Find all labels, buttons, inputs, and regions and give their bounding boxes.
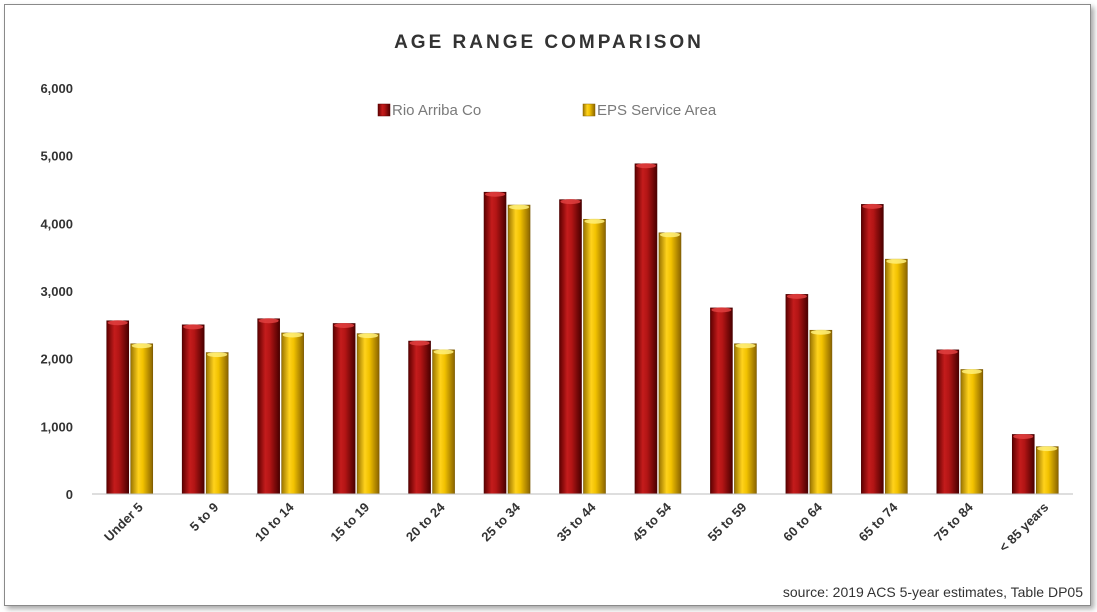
bar-rio-arriba <box>257 318 280 495</box>
bar-eps-service-area <box>281 332 304 495</box>
legend-swatch-eps-service-area <box>582 103 596 117</box>
bar-eps-service-area <box>205 352 229 495</box>
bar-eps-service-area <box>356 333 380 495</box>
bar-eps-service-area <box>734 343 757 495</box>
bar-rio-arriba <box>181 324 205 495</box>
bar-cap-rio-arriba <box>937 349 958 355</box>
bar-cap-rio-arriba <box>711 307 732 313</box>
bar-cap-rio-arriba <box>409 340 430 346</box>
bar-eps-service-area <box>1035 446 1059 495</box>
x-tick-label: 15 to 19 <box>327 500 372 545</box>
bar-cap-eps-service-area <box>659 232 680 238</box>
bar-eps-service-area <box>432 349 455 495</box>
x-tick-label: < 85 years <box>996 500 1051 555</box>
y-tick-label: 2,000 <box>40 352 73 367</box>
x-tick-label: 45 to 54 <box>629 499 674 544</box>
bar-cap-rio-arriba <box>334 322 355 328</box>
legend-label-rio-arriba: Rio Arriba Co <box>392 102 481 119</box>
bar-rio-arriba <box>559 199 582 495</box>
bar-cap-eps-service-area <box>207 352 228 358</box>
bar-eps-service-area <box>507 204 531 495</box>
legend-swatch-rio-arriba <box>377 103 391 117</box>
bar-rio-arriba <box>785 294 809 495</box>
bar-cap-rio-arriba <box>635 163 656 169</box>
bar-cap-eps-service-area <box>961 368 982 374</box>
bar-cap-eps-service-area <box>886 258 907 264</box>
bar-cap-rio-arriba <box>862 203 883 209</box>
bar-rio-arriba <box>1011 434 1035 495</box>
x-tick-label: 75 to 84 <box>931 499 976 544</box>
bar-cap-eps-service-area <box>282 332 303 338</box>
bar-eps-service-area <box>960 369 984 495</box>
chart-title: AGE RANGE COMPARISON <box>394 32 704 53</box>
bar-rio-arriba <box>634 163 658 495</box>
bar-rio-arriba <box>861 204 884 495</box>
bar-cap-eps-service-area <box>1037 446 1058 452</box>
bar-eps-service-area <box>885 258 908 495</box>
y-tick-label: 3,000 <box>40 284 73 299</box>
x-tick-label: 65 to 74 <box>856 499 901 544</box>
y-tick-label: 4,000 <box>40 216 73 231</box>
legend: Rio Arriba Co EPS Service Area <box>377 102 717 119</box>
legend-label-eps-service-area: EPS Service Area <box>597 102 717 119</box>
bar-cap-eps-service-area <box>810 329 831 335</box>
y-tick-label: 6,000 <box>40 81 73 96</box>
y-tick-label: 5,000 <box>40 149 73 164</box>
x-tick-label: 35 to 44 <box>554 499 599 544</box>
y-axis: 0 1,000 2,000 3,000 4,000 5,000 6,000 <box>40 81 73 502</box>
x-tick-label: 20 to 24 <box>403 499 448 544</box>
x-axis: Under 5 5 to 9 10 to 14 15 to 19 20 to 24 25 … <box>101 499 1051 555</box>
bar-cap-rio-arriba <box>485 191 506 197</box>
bar-cap-eps-service-area <box>358 333 379 339</box>
x-tick-label: 5 to 9 <box>187 500 222 535</box>
x-tick-label: Under 5 <box>101 500 146 545</box>
bar-rio-arriba <box>332 323 356 495</box>
bar-eps-service-area <box>583 218 606 495</box>
bar-cap-rio-arriba <box>1013 433 1034 439</box>
bars <box>106 163 1059 495</box>
bar-cap-rio-arriba <box>183 324 204 330</box>
bar-rio-arriba <box>936 349 960 495</box>
bar-rio-arriba <box>483 191 507 495</box>
bar-cap-rio-arriba <box>560 199 581 205</box>
bar-rio-arriba <box>106 320 130 495</box>
bar-cap-eps-service-area <box>433 349 454 355</box>
bar-rio-arriba <box>710 307 733 495</box>
bar-cap-eps-service-area <box>509 204 530 210</box>
x-tick-label: 10 to 14 <box>252 499 297 544</box>
bar-eps-service-area <box>809 329 833 495</box>
bar-rio-arriba <box>408 340 431 495</box>
bar-cap-eps-service-area <box>131 343 152 349</box>
bar-cap-rio-arriba <box>258 318 279 324</box>
bar-cap-eps-service-area <box>584 218 605 224</box>
x-tick-label: 25 to 34 <box>478 499 523 544</box>
x-tick-label: 55 to 59 <box>705 500 750 545</box>
bar-cap-eps-service-area <box>735 343 756 349</box>
source-note: source: 2019 ACS 5-year estimates, Table… <box>783 584 1083 600</box>
bar-eps-service-area <box>658 232 682 495</box>
x-tick-label: 60 to 64 <box>780 499 825 544</box>
bar-cap-rio-arriba <box>786 293 807 299</box>
y-tick-label: 0 <box>66 487 73 502</box>
bar-cap-rio-arriba <box>107 320 128 326</box>
chart-frame <box>4 4 1091 606</box>
bar-eps-service-area <box>130 343 154 495</box>
y-tick-label: 1,000 <box>40 419 73 434</box>
